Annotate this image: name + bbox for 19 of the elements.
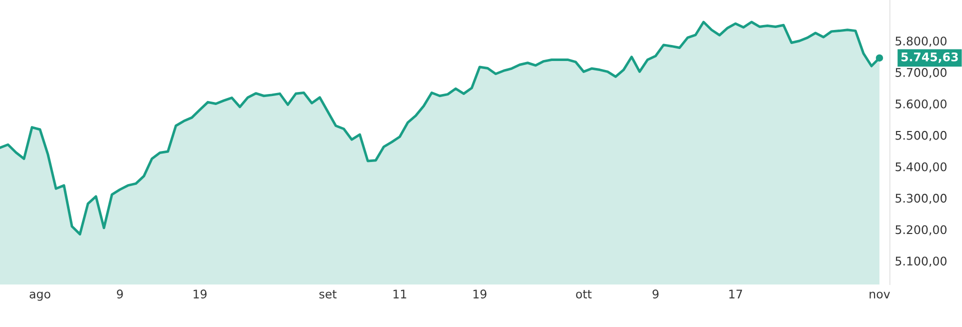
x-tick-label: 9 [116,290,123,298]
x-tick-label: nov [870,292,890,298]
x-tick-label: 11 [394,290,406,298]
x-tick-label: set [319,290,337,298]
y-tick-label: 5.700,00 [896,68,946,78]
x-tick-label: ott [576,290,592,298]
x-tick-label: 19 [473,290,486,298]
y-tick-label: 5.200,00 [896,225,946,236]
x-tick-label: 17 [729,290,742,298]
y-tick-label: 5.800,00 [896,36,946,47]
x-tick-label: 19 [194,290,207,298]
y-tick-label: 5.100,00 [896,256,946,267]
y-tick-label: 5.400,00 [896,162,946,172]
y-tick-label: 5.500,00 [896,130,946,142]
annotation: 5.745,63 [901,52,958,63]
y-tick-label: 5.300,00 [896,194,946,204]
x-tick-label: 9 [652,290,659,298]
x-tick-label: ago [30,292,50,301]
y-tick-label: 5.600,00 [896,99,946,110]
